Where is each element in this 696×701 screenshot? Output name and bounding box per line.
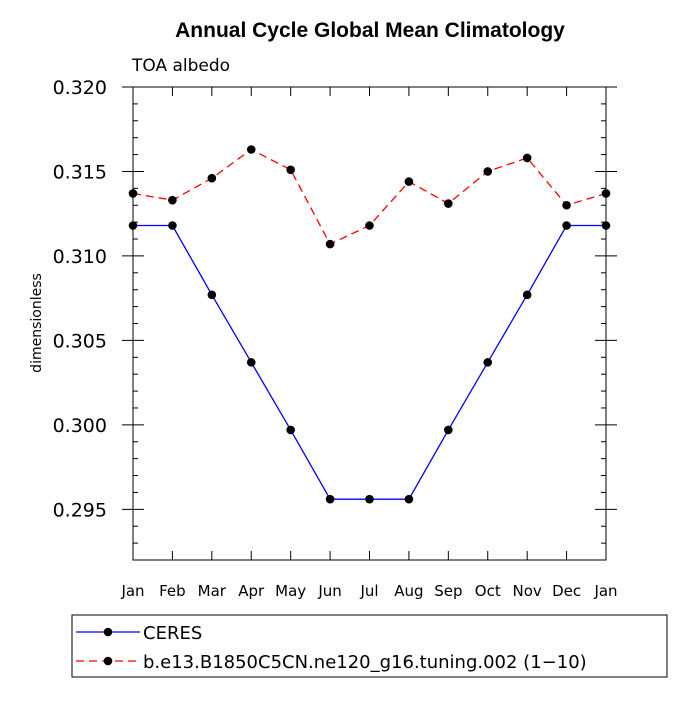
axes-layer: Jan Feb Mar Apr May Jun Jul Aug Sep Oct Nov Dec Jan 0… — [53, 77, 618, 600]
x-tick-label: Apr — [238, 582, 265, 600]
x-tick-label: Jan — [593, 582, 617, 600]
x-tick-label: Sep — [434, 582, 462, 600]
legend-label-0: CERES — [143, 623, 202, 644]
legend-label-1: b.e13.B1850C5CN.ne120_g16.tuning.002 (1−… — [143, 652, 587, 673]
data-point — [207, 173, 217, 183]
legend-marker-1 — [103, 656, 113, 666]
x-tick-label: Aug — [394, 582, 423, 600]
data-point — [601, 221, 611, 230]
data-point — [365, 221, 374, 230]
x-tick-label: Jul — [359, 582, 378, 600]
chart-title: Annual Cycle Global Mean Climatology — [175, 19, 565, 42]
x-tick-label: Jun — [317, 582, 341, 600]
chart-subtitle: TOA albedo — [131, 56, 230, 76]
data-point — [404, 494, 414, 504]
data-point — [207, 290, 217, 300]
data-point — [325, 494, 335, 504]
data-point — [128, 221, 138, 230]
data-point — [522, 153, 532, 163]
data-point — [601, 189, 611, 198]
y-tick-label: 0.320 — [53, 77, 107, 99]
data-point — [404, 177, 414, 186]
data-point — [483, 358, 493, 367]
data-point — [128, 189, 138, 198]
y-tick-label: 0.315 — [53, 161, 107, 183]
legend-layer: CERES b.e13.B1850C5CN.ne120_g16.tuning.00… — [76, 623, 587, 673]
y-tick-label: 0.305 — [53, 330, 107, 352]
x-tick-label: Oct — [475, 582, 501, 600]
data-point — [168, 221, 177, 230]
data-point — [365, 494, 374, 504]
data-point — [562, 221, 571, 230]
data-point — [168, 195, 177, 205]
data-point — [246, 145, 256, 154]
data-point — [444, 199, 453, 208]
data-point — [246, 358, 256, 367]
series-line-0 — [133, 224, 606, 500]
y-tick-label: 0.310 — [53, 246, 107, 268]
x-tick-label: Dec — [552, 582, 581, 600]
data-point — [444, 425, 453, 435]
data-point — [562, 200, 571, 210]
x-tick-label: Mar — [198, 582, 227, 600]
x-tick-label: Feb — [159, 582, 186, 600]
data-point — [286, 425, 295, 435]
data-point — [522, 290, 532, 300]
plot-frame — [132, 86, 607, 561]
series-line-1 — [132, 148, 607, 245]
legend-marker-0 — [103, 627, 113, 637]
y-tick-label: 0.295 — [53, 499, 107, 521]
data-point — [325, 239, 335, 249]
legend-box — [71, 614, 668, 678]
y-tick-label: 0.300 — [53, 415, 107, 437]
y-axis-label: dimensionless — [29, 273, 45, 373]
x-tick-label: Nov — [513, 582, 542, 600]
series-layer — [128, 145, 611, 504]
x-tick-label: Jan — [120, 582, 144, 600]
x-tick-label: May — [275, 582, 306, 600]
data-point — [286, 165, 295, 175]
data-point — [483, 167, 493, 176]
